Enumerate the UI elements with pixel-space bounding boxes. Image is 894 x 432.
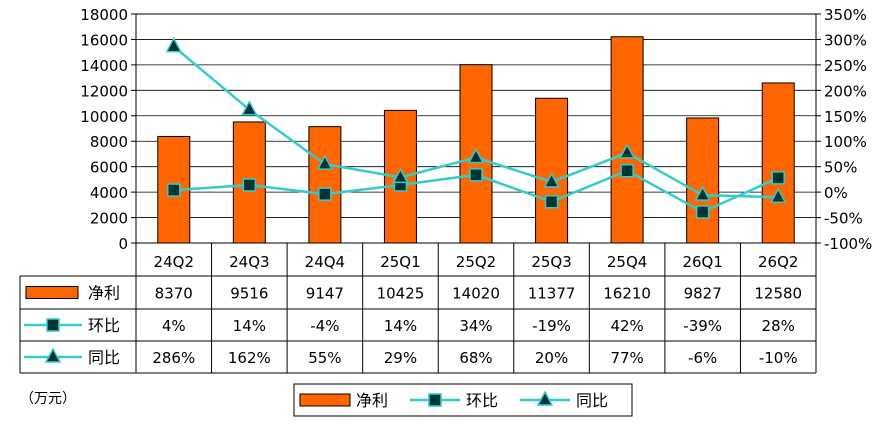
table-cell: 34% [459,317,492,335]
y-right-tick-label: 100% [824,133,867,151]
bar [535,97,569,244]
marker-square [46,318,60,332]
y-left-tick-label: 6000 [90,159,128,177]
y-right-tick-label: -50% [824,210,863,228]
category-label: 25Q4 [607,253,647,271]
category-label: 25Q3 [531,253,571,271]
marker-square [242,178,257,192]
y-right-tick-label: -100% [824,235,872,253]
marker-square [771,171,785,185]
category-label: 24Q4 [305,253,345,271]
bar [308,126,342,244]
marker-triangle [44,347,62,363]
category-label: 24Q2 [154,253,194,271]
y-right-tick-label: 200% [824,82,867,100]
table-cell: 162% [228,349,271,367]
table-cell: 68% [459,349,492,367]
table-cell: -4% [310,317,339,335]
y-left-tick-label: 0 [118,235,128,253]
marker-triangle [536,390,554,406]
table-cell: 11377 [528,285,576,303]
legend: 净利 环比 同比 [293,383,633,417]
category-label: 25Q1 [380,253,420,271]
y-right-tick-label: 300% [824,31,867,49]
legend-label: 同比 [576,391,608,410]
table-cell: 4% [162,317,186,335]
y-left-tick-label: 4000 [90,184,128,202]
row-label: 环比 [88,316,120,335]
table-cell: -39% [683,317,722,335]
marker-triangle [316,154,334,170]
y-right-tick-label: 50% [824,159,857,177]
marker-triangle [392,167,409,184]
y-left-tick-label: 14000 [80,57,128,75]
marker-square [695,205,710,219]
marker-triangle [241,100,258,116]
table-cell: 14% [384,317,417,335]
marker-square [428,393,442,407]
marker-square [544,195,559,209]
legend-label: 净利 [356,391,388,410]
y-right-tick-label: 150% [824,108,867,126]
marker-square [167,183,181,197]
table-cell: 10425 [377,285,425,303]
table-cell: 9147 [306,285,344,303]
table-cell: 29% [384,349,417,367]
marker-triangle [467,147,485,164]
table-cell: 55% [308,349,341,367]
marker-triangle [543,172,560,188]
unit-label: （万元） [20,391,76,407]
data-table: 24Q2 24Q3 24Q4 25Q1 25Q2 25Q3 25Q4 26Q1 26Q2 净利 83… [19,242,817,374]
table-cell: 14% [233,317,266,335]
y-left-tick-label: 16000 [80,31,128,49]
table-cell: 20% [535,349,568,367]
marker-square [318,187,332,201]
row-key-bar [25,286,79,299]
table-cell: 42% [610,317,643,335]
table-cell: 16210 [603,285,651,303]
y-left-tick-label: 8000 [90,133,128,151]
table-cell: 286% [152,349,195,367]
table-cell: 14020 [452,285,500,303]
marker-triangle [618,143,636,159]
table-cell: -6% [688,349,717,367]
marker-square [469,168,483,182]
legend-key-bar [299,393,351,407]
category-label: 26Q2 [758,253,798,271]
y-left-tick-label: 2000 [90,210,128,228]
y-right-tick-label: 350% [824,6,867,24]
table-cell: 12580 [754,285,802,303]
table-cell: 77% [610,349,643,367]
row-label: 同比 [88,348,120,367]
table-cell: -10% [759,349,798,367]
table-cell: -19% [532,317,571,335]
table-cell: 28% [762,317,795,335]
row-label: 净利 [88,284,120,303]
y-right-tick-label: 250% [824,57,867,75]
legend-label: 环比 [466,391,498,410]
bar [761,82,795,244]
bar [610,36,644,244]
table-cell: 9516 [230,285,268,303]
axes: 0 2000 4000 6000 8000 10000 12000 14000 16000 180… [80,6,872,253]
y-left-tick-label: 18000 [80,6,128,24]
table-cell: 9827 [684,285,722,303]
y-left-tick-label: 10000 [80,108,128,126]
category-label: 25Q2 [456,253,496,271]
marker-triangle [769,187,787,203]
y-right-tick-label: 0% [824,184,848,202]
y-left-tick-label: 12000 [80,82,128,100]
bar [686,117,720,244]
marker-triangle [694,185,711,201]
marker-triangle [165,36,183,53]
category-label: 26Q1 [682,253,722,271]
marker-square [620,163,634,178]
line-series [165,36,787,219]
category-label: 24Q3 [229,253,269,271]
table-cell: 8370 [155,285,193,303]
